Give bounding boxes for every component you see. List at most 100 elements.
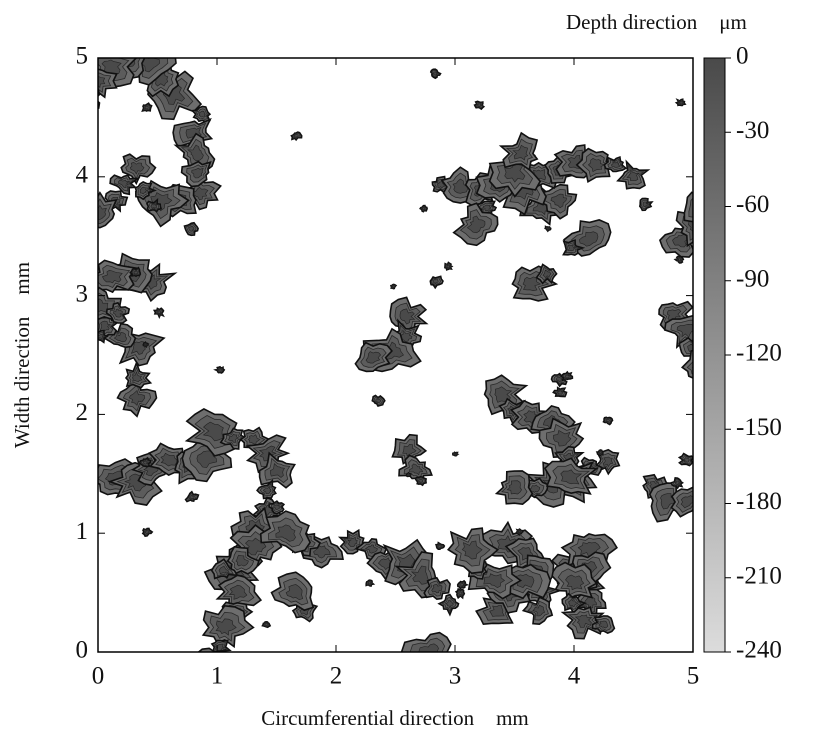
pit-outline <box>98 88 101 109</box>
pit-contour <box>139 186 149 195</box>
x-tick-label: 3 <box>449 663 462 690</box>
pit-contour <box>263 485 272 494</box>
y-label-text: Width direction <box>10 316 34 448</box>
pit-contour <box>688 197 693 218</box>
pit-contour <box>683 457 690 463</box>
pit-contour <box>227 433 240 443</box>
pit-contour <box>725 388 733 396</box>
pit-contour <box>602 456 614 468</box>
colorbar-label: Depth direction μm <box>566 10 747 34</box>
pit-contour <box>436 181 445 189</box>
pit-contour <box>677 257 682 262</box>
pit-contour <box>564 374 570 379</box>
pit-contour <box>128 389 146 406</box>
pit-contour <box>605 418 610 423</box>
pit-contour <box>118 179 131 189</box>
pit-contour <box>367 581 372 585</box>
pit-contour <box>666 308 682 322</box>
pit-contour <box>550 193 567 209</box>
colorbar-tick-label: 0 <box>736 43 749 70</box>
pit-contour <box>452 178 469 194</box>
pit-contour <box>144 343 147 347</box>
x-tick-label: 5 <box>687 663 700 690</box>
pit-contour <box>512 144 529 161</box>
colorbar-unit: μm <box>719 10 747 34</box>
x-tick-label: 0 <box>92 663 105 690</box>
contour-field <box>44 58 733 700</box>
pit-contour <box>598 620 609 629</box>
pit-contour <box>407 473 410 476</box>
pit-contour <box>187 144 204 162</box>
pit-contour <box>568 598 579 608</box>
pit-contour <box>546 227 550 231</box>
pit-outline <box>420 657 452 682</box>
pit-contour <box>460 582 465 587</box>
pit-contour <box>365 351 382 364</box>
pit-contour <box>482 204 492 212</box>
pit-contour <box>432 278 439 285</box>
colorbar-tick-label: -60 <box>736 191 769 218</box>
pit-contour <box>399 308 416 325</box>
pit-contour <box>133 270 139 275</box>
colorbar-tick-label: -180 <box>736 488 782 515</box>
pit-contour <box>144 530 150 534</box>
pit-contour <box>163 84 186 105</box>
pit-contour <box>156 310 162 315</box>
pit-contour <box>144 105 149 110</box>
pit-contour <box>506 480 522 495</box>
y-tick-label: 3 <box>76 280 89 307</box>
pit-contour <box>438 544 443 548</box>
pit-contour <box>431 688 438 695</box>
pit-contour <box>44 271 54 280</box>
x-label-text: Circumferential direction <box>261 706 474 730</box>
pit-contour <box>131 371 143 383</box>
y-tick-label: 5 <box>76 43 89 70</box>
pit-contour <box>313 545 331 559</box>
pit-contour <box>453 452 458 456</box>
colorbar <box>703 57 726 653</box>
pit-contour <box>686 357 693 375</box>
pit-contour <box>532 604 545 617</box>
pit-contour <box>191 167 204 179</box>
pit-contour <box>517 530 522 534</box>
colorbar-tick-label: -90 <box>736 265 769 292</box>
colorbar-tick-label: -120 <box>736 340 782 367</box>
x-unit: mm <box>496 706 529 730</box>
pit-contour <box>560 469 583 485</box>
pit-outline <box>98 68 118 99</box>
pit-contour <box>142 460 148 465</box>
pit-contour <box>674 480 681 486</box>
pit-contour <box>188 225 195 232</box>
pit-contour <box>98 76 106 88</box>
pit-contour <box>80 92 96 108</box>
pit-contour <box>598 451 602 455</box>
y-tick-label: 1 <box>76 518 89 545</box>
pit-contour <box>409 463 424 476</box>
colorbar-tick-label: -210 <box>736 562 782 589</box>
pit-contour <box>160 452 178 467</box>
pit-contour <box>611 161 621 168</box>
pit-contour <box>99 320 111 332</box>
pit-outline <box>425 683 443 700</box>
pit-contour <box>574 614 593 628</box>
pit-contour <box>364 544 378 554</box>
y-tick-label: 0 <box>76 637 89 664</box>
pit-contour <box>98 204 107 220</box>
y-tick-label: 2 <box>76 399 89 426</box>
x-tick-label: 2 <box>330 663 343 690</box>
pit-contour <box>98 298 109 313</box>
pit-contour <box>218 565 230 575</box>
pit-contour <box>270 462 285 478</box>
pit-contour <box>101 269 123 284</box>
y-unit: mm <box>10 262 34 295</box>
pit-contour <box>293 133 299 138</box>
pit-contour <box>626 169 641 182</box>
y-tick-label: 4 <box>76 162 89 189</box>
pit-contour <box>402 443 417 457</box>
pit-contour <box>235 554 249 567</box>
pit-contour <box>216 644 225 651</box>
pit-contour <box>113 308 123 318</box>
pit-contour <box>150 192 173 212</box>
pit-contour <box>542 269 552 279</box>
